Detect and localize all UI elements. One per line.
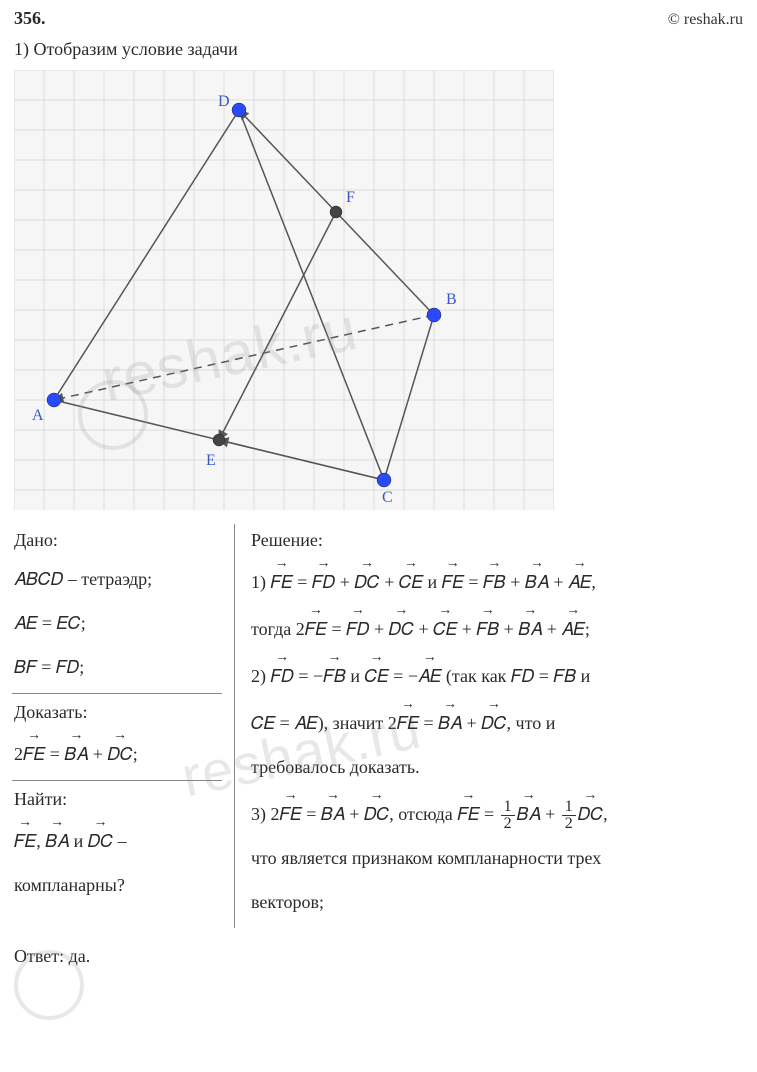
right-column: Решение: 1) 𝐹𝐸 = 𝐹𝐷 + 𝐷𝐶 + 𝐶𝐸 и 𝐹𝐸 = 𝐹𝐵 … [234, 524, 743, 928]
given-line: 𝐴𝐸 = 𝐸𝐶; [14, 605, 220, 641]
header: 356. © reshak.ru [14, 8, 743, 29]
solution-line-2: 2) 𝐹𝐷 = −𝐹𝐵 и 𝐶𝐸 = −𝐴𝐸 (так как 𝐹𝐷 = 𝐹𝐵 … [251, 655, 743, 694]
given-title: Дано: [14, 530, 220, 551]
prove-title: Доказать: [14, 702, 220, 723]
find-question: компланарны? [14, 867, 220, 903]
svg-text:F: F [346, 189, 355, 206]
solution-line-2b: 𝐶𝐸 = 𝐴𝐸), значит 2𝐹𝐸 = 𝐵𝐴 + 𝐷𝐶, что и [251, 702, 743, 741]
solution-line-3: 3) 2𝐹𝐸 = 𝐵𝐴 + 𝐷𝐶, отсюда 𝐹𝐸 = 12𝐵𝐴 + 12𝐷… [251, 793, 743, 832]
given-line: 𝐵𝐹 = 𝐹𝐷; [14, 649, 220, 685]
solution-line-1: 1) 𝐹𝐸 = 𝐹𝐷 + 𝐷𝐶 + 𝐶𝐸 и 𝐹𝐸 = 𝐹𝐵 + 𝐵𝐴 + 𝐴𝐸… [251, 561, 743, 600]
solution-block: Дано: 𝐴𝐵𝐶𝐷 – тетраэдр; 𝐴𝐸 = 𝐸𝐶; 𝐵𝐹 = 𝐹𝐷;… [14, 524, 743, 928]
find-expression: 𝐹𝐸, 𝐵𝐴 и 𝐷𝐶 – [14, 820, 220, 859]
svg-text:B: B [446, 291, 457, 308]
prove-expression: 2𝐹𝐸 = 𝐵𝐴 + 𝐷𝐶; [14, 733, 220, 772]
answer-text: да. [69, 946, 91, 966]
step-title: 1) Отобразим условие задачи [14, 39, 743, 60]
left-column: Дано: 𝐴𝐵𝐶𝐷 – тетраэдр; 𝐴𝐸 = 𝐸𝐶; 𝐵𝐹 = 𝐹𝐷;… [14, 524, 234, 928]
svg-text:A: A [32, 407, 44, 424]
answer-label: Ответ: [14, 946, 64, 966]
solution-line-2c: требовалось доказать. [251, 749, 743, 785]
problem-number: 356. [14, 8, 46, 29]
solution-line-1b: тогда 2𝐹𝐸 = 𝐹𝐷 + 𝐷𝐶 + 𝐶𝐸 + 𝐹𝐵 + 𝐵𝐴 + 𝐴𝐸; [251, 608, 743, 647]
given-line: 𝐴𝐵𝐶𝐷 – тетраэдр; [14, 561, 220, 597]
divider [12, 780, 222, 781]
solution-title: Решение: [251, 530, 743, 551]
diagram: A B C D E F [14, 70, 554, 510]
svg-text:D: D [218, 93, 230, 110]
answer: Ответ: да. [14, 946, 743, 967]
svg-text:C: C [382, 489, 393, 506]
svg-text:E: E [206, 452, 216, 469]
find-title: Найти: [14, 789, 220, 810]
copyright: © reshak.ru [668, 11, 743, 29]
divider [12, 693, 222, 694]
solution-line-3b: что является признаком компланарности тр… [251, 840, 743, 876]
solution-line-3c: векторов; [251, 884, 743, 920]
